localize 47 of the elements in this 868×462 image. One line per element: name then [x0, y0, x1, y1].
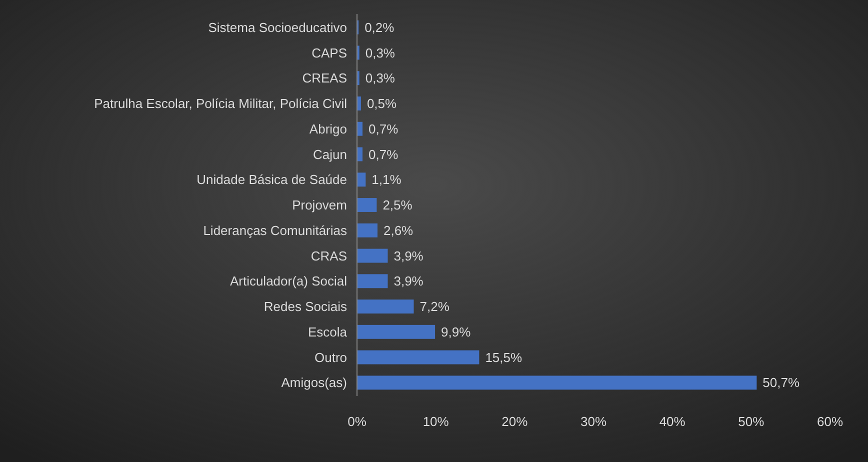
data-label: 9,9%	[441, 324, 472, 340]
data-label: 2,5%	[382, 198, 413, 213]
x-tick-label: 30%	[580, 414, 607, 429]
y-tick-label: CREAS	[302, 70, 348, 86]
y-tick-label: Articulador(a) Social	[230, 274, 348, 289]
data-label: 0,3%	[365, 45, 396, 60]
y-tick-label: Lideranças Comunitárias	[203, 222, 348, 238]
data-label: 1,1%	[372, 172, 402, 188]
data-label: 0,2%	[364, 20, 395, 35]
x-tick-label: 10%	[422, 414, 450, 429]
y-tick-label: Redes Sociais	[264, 299, 348, 314]
bar	[357, 248, 388, 263]
data-label: 3,9%	[394, 248, 424, 264]
y-tick-label: Cajun	[313, 146, 347, 162]
bar	[357, 274, 388, 288]
data-label: 50,7%	[762, 375, 800, 390]
data-label: 15,5%	[485, 350, 522, 365]
x-tick-label: 40%	[659, 414, 686, 429]
bar	[357, 223, 378, 238]
bar	[357, 376, 757, 390]
y-tick-label: Sistema Socioeducativo	[208, 20, 347, 35]
bar	[357, 300, 414, 314]
bar	[357, 172, 366, 187]
data-label: 0,5%	[366, 96, 398, 112]
bar	[357, 122, 363, 136]
y-tick-label: Unidade Básica de Saúde	[196, 172, 347, 188]
x-tick-label: 60%	[816, 414, 844, 429]
x-tick-label: 50%	[738, 414, 765, 429]
y-tick-label: Escola	[308, 324, 348, 340]
y-tick-label: Patrulha Escolar, Polícia Militar, Polícia Civil	[94, 96, 348, 112]
x-tick-label: 0%	[348, 414, 367, 429]
y-tick-label: Projovem	[292, 198, 347, 213]
data-label: 7,2%	[420, 299, 450, 314]
y-tick-label: CAPS	[312, 45, 348, 60]
y-tick-label: Amigos(as)	[281, 375, 347, 390]
data-label: 3,9%	[394, 274, 424, 289]
data-label: 0,7%	[368, 121, 399, 136]
data-label: 2,6%	[383, 222, 414, 238]
data-label: 0,7%	[368, 146, 399, 162]
bar	[357, 350, 480, 364]
bar	[357, 324, 436, 339]
y-tick-label: Abrigo	[309, 121, 347, 136]
x-tick-label: 20%	[502, 414, 528, 429]
data-label: 0,3%	[365, 70, 396, 86]
y-tick-label: Outro	[314, 350, 347, 365]
y-tick-label: CRAS	[310, 248, 348, 264]
bar	[357, 198, 377, 212]
